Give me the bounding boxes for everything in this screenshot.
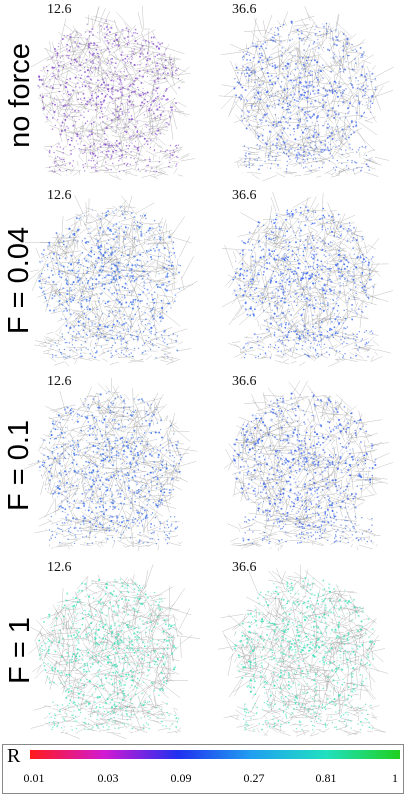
time-label: 12.6 — [47, 2, 72, 17]
network-graph — [218, 6, 394, 182]
network-graph — [28, 564, 200, 740]
colorbar-tick: 0.03 — [97, 771, 119, 785]
time-label: 12.6 — [47, 188, 72, 203]
network-graph — [24, 195, 198, 367]
network-graph — [223, 380, 394, 552]
colorbar-symbol: R — [7, 745, 21, 767]
time-label: 12.6 — [47, 560, 72, 575]
network-graph — [221, 192, 394, 367]
colorbar-tick: 0.81 — [315, 771, 337, 785]
time-label: 36.6 — [232, 374, 257, 389]
network-graph — [218, 564, 389, 737]
colorbar-tick: 1 — [392, 771, 398, 785]
network-panel — [218, 564, 394, 740]
time-label: 36.6 — [232, 2, 257, 17]
time-label: 12.6 — [47, 374, 72, 389]
network-panel — [24, 6, 200, 182]
time-label: 36.6 — [232, 560, 257, 575]
network-panel — [218, 6, 394, 182]
network-panel — [24, 378, 200, 554]
colorbar-tick: 0.27 — [243, 771, 265, 785]
colorbar-legend: R 0.01 0.03 0.09 0.27 0.81 1 — [2, 744, 404, 794]
network-graph — [24, 378, 198, 552]
colorbar-gradient — [30, 750, 400, 759]
network-panel — [218, 192, 394, 368]
network-panel — [218, 378, 394, 554]
colorbar-tick: 0.01 — [23, 771, 45, 785]
time-label: 36.6 — [232, 188, 257, 203]
colorbar-tick: 0.09 — [170, 771, 192, 785]
network-panel — [24, 564, 200, 740]
network-panel — [24, 192, 200, 368]
network-graph — [31, 6, 196, 180]
